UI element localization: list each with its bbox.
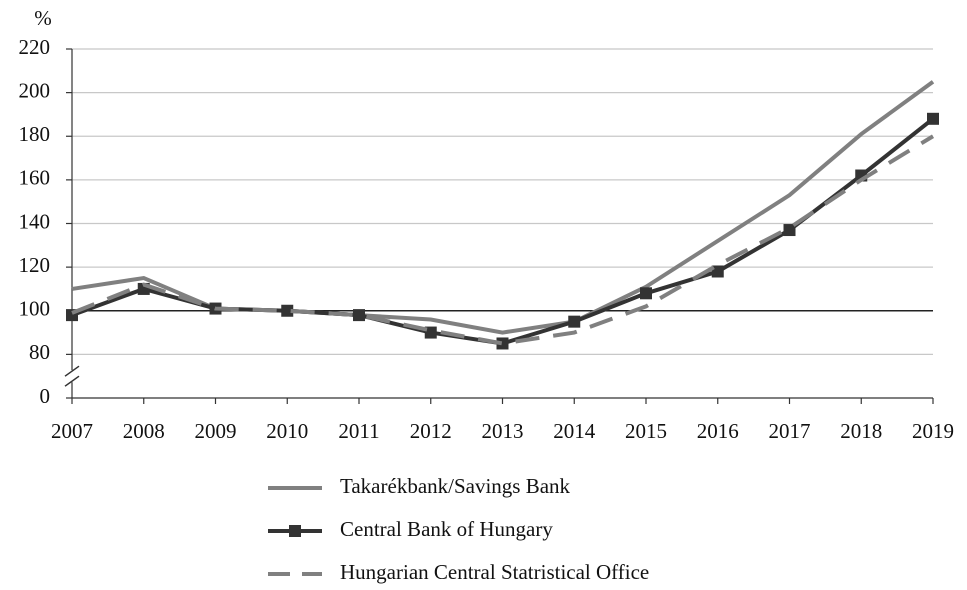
series-line	[71, 117, 935, 346]
x-tick-label: 2011	[338, 419, 379, 443]
y-unit-label: %	[34, 6, 52, 30]
series-line	[71, 134, 935, 346]
axis-break-gap	[63, 370, 81, 383]
x-tick-label: 2014	[553, 419, 596, 443]
x-tick-label: 2008	[123, 419, 165, 443]
y-tick-label: 200	[19, 78, 51, 102]
x-tick-label: 2012	[410, 419, 452, 443]
series-marker	[424, 326, 437, 339]
axis-break-mark	[64, 365, 80, 377]
series-marker	[927, 112, 939, 125]
y-tick-label: 140	[19, 209, 51, 233]
y-tick-label: 160	[19, 166, 51, 190]
series-marker	[568, 315, 581, 328]
series-marker	[496, 337, 509, 350]
series-marker	[353, 309, 365, 322]
series-marker	[640, 287, 652, 300]
x-tick-label: 2017	[769, 419, 811, 443]
series-marker	[783, 224, 796, 237]
x-tick-label: 2019	[912, 419, 954, 443]
y-tick-label: 100	[19, 297, 51, 321]
x-tick-label: 2016	[697, 419, 739, 443]
series-line	[71, 80, 935, 335]
legend-marker	[289, 525, 301, 537]
x-tick-label: 2007	[51, 419, 93, 443]
x-tick-label: 2009	[195, 419, 237, 443]
axis-break-mark	[64, 375, 80, 387]
y-tick-label: 120	[19, 253, 51, 277]
legend-label: Takarékbank/Savings Bank	[340, 474, 571, 498]
y-tick-label: 180	[19, 122, 51, 146]
x-tick-label: 2015	[625, 419, 667, 443]
x-tick-label: 2013	[482, 419, 524, 443]
series-marker	[711, 265, 724, 278]
y-tick-label: 80	[29, 340, 50, 364]
x-tick-label: 2010	[266, 419, 308, 443]
y-tick-label: 220	[19, 35, 51, 59]
legend-label: Hungarian Central Statristical Office	[340, 560, 649, 584]
x-tick-label: 2018	[840, 419, 882, 443]
legend-label: Central Bank of Hungary	[340, 517, 553, 541]
series-marker	[281, 304, 294, 317]
y-tick-label: 0	[40, 384, 51, 408]
